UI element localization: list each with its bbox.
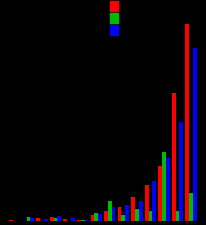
Bar xyxy=(36,218,40,220)
Bar xyxy=(91,215,94,220)
Bar xyxy=(149,211,152,220)
Bar xyxy=(30,218,34,220)
Bar xyxy=(108,201,112,220)
Bar xyxy=(172,93,176,220)
Bar xyxy=(54,218,57,220)
Bar xyxy=(193,48,197,220)
Bar xyxy=(131,197,135,220)
Bar xyxy=(98,214,102,220)
Bar xyxy=(44,218,48,220)
Bar xyxy=(185,24,189,220)
Bar xyxy=(112,207,115,220)
Bar xyxy=(27,217,30,220)
Bar xyxy=(104,211,108,220)
Bar xyxy=(121,215,125,220)
Bar xyxy=(50,217,54,220)
Bar xyxy=(145,185,149,220)
Bar xyxy=(94,213,98,220)
Bar xyxy=(166,158,170,220)
Bar xyxy=(176,211,179,220)
Bar xyxy=(63,218,67,220)
Bar xyxy=(152,181,156,220)
Bar xyxy=(189,193,193,220)
Bar xyxy=(139,201,143,220)
Bar xyxy=(118,207,121,220)
Bar xyxy=(162,152,166,220)
Bar xyxy=(57,216,61,220)
Bar xyxy=(158,166,162,220)
Bar xyxy=(110,13,118,23)
Bar xyxy=(110,25,118,35)
Bar xyxy=(125,205,129,220)
Bar xyxy=(179,122,183,220)
Bar xyxy=(135,209,139,220)
Bar xyxy=(71,218,75,220)
Bar xyxy=(110,1,118,11)
